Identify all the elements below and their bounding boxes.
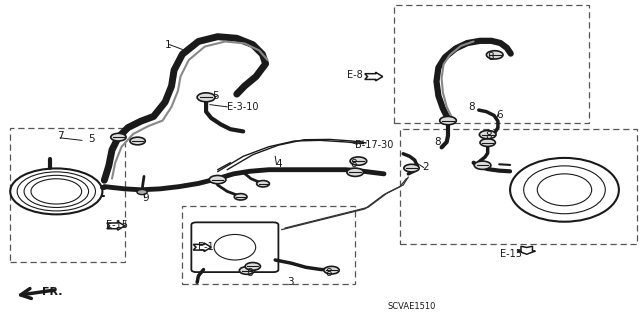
Circle shape (350, 157, 367, 165)
Text: 5: 5 (212, 91, 219, 101)
Circle shape (137, 189, 147, 195)
Text: 6: 6 (496, 110, 502, 120)
Bar (394, 5, 589, 123)
Text: 8: 8 (246, 268, 253, 278)
Circle shape (474, 161, 491, 169)
Circle shape (480, 139, 495, 146)
Circle shape (347, 168, 364, 176)
Circle shape (404, 164, 419, 172)
Text: 8: 8 (325, 268, 332, 278)
Text: 5: 5 (88, 134, 95, 144)
Text: E-15: E-15 (500, 249, 522, 259)
Text: 9: 9 (142, 193, 148, 203)
Circle shape (486, 51, 503, 59)
Circle shape (245, 263, 260, 270)
Text: B-17-30: B-17-30 (355, 140, 394, 150)
Text: 8: 8 (351, 159, 357, 169)
Circle shape (197, 93, 215, 102)
Text: 8: 8 (434, 137, 440, 147)
Text: E-3-10: E-3-10 (227, 102, 259, 112)
Bar (10, 128, 125, 262)
Text: E-1: E-1 (198, 242, 214, 252)
Text: 7: 7 (58, 130, 64, 141)
Bar (400, 129, 637, 244)
Text: 3: 3 (287, 277, 293, 287)
Text: 8: 8 (485, 130, 492, 141)
Circle shape (130, 137, 145, 145)
Text: 4: 4 (275, 159, 282, 169)
Circle shape (440, 116, 456, 125)
Circle shape (257, 181, 269, 187)
Text: SCVAE1510: SCVAE1510 (387, 302, 436, 311)
Circle shape (324, 266, 339, 274)
Text: E-15: E-15 (106, 220, 127, 230)
Circle shape (479, 130, 496, 139)
Circle shape (209, 175, 226, 184)
Text: 8: 8 (488, 52, 494, 63)
Bar (182, 206, 355, 284)
Text: 8: 8 (468, 102, 475, 112)
Circle shape (234, 194, 247, 200)
Text: 1: 1 (165, 40, 172, 50)
Text: FR.: FR. (42, 287, 62, 297)
Circle shape (111, 133, 126, 141)
Text: E-8: E-8 (347, 70, 363, 80)
Circle shape (239, 267, 255, 274)
Text: 2: 2 (422, 162, 429, 173)
